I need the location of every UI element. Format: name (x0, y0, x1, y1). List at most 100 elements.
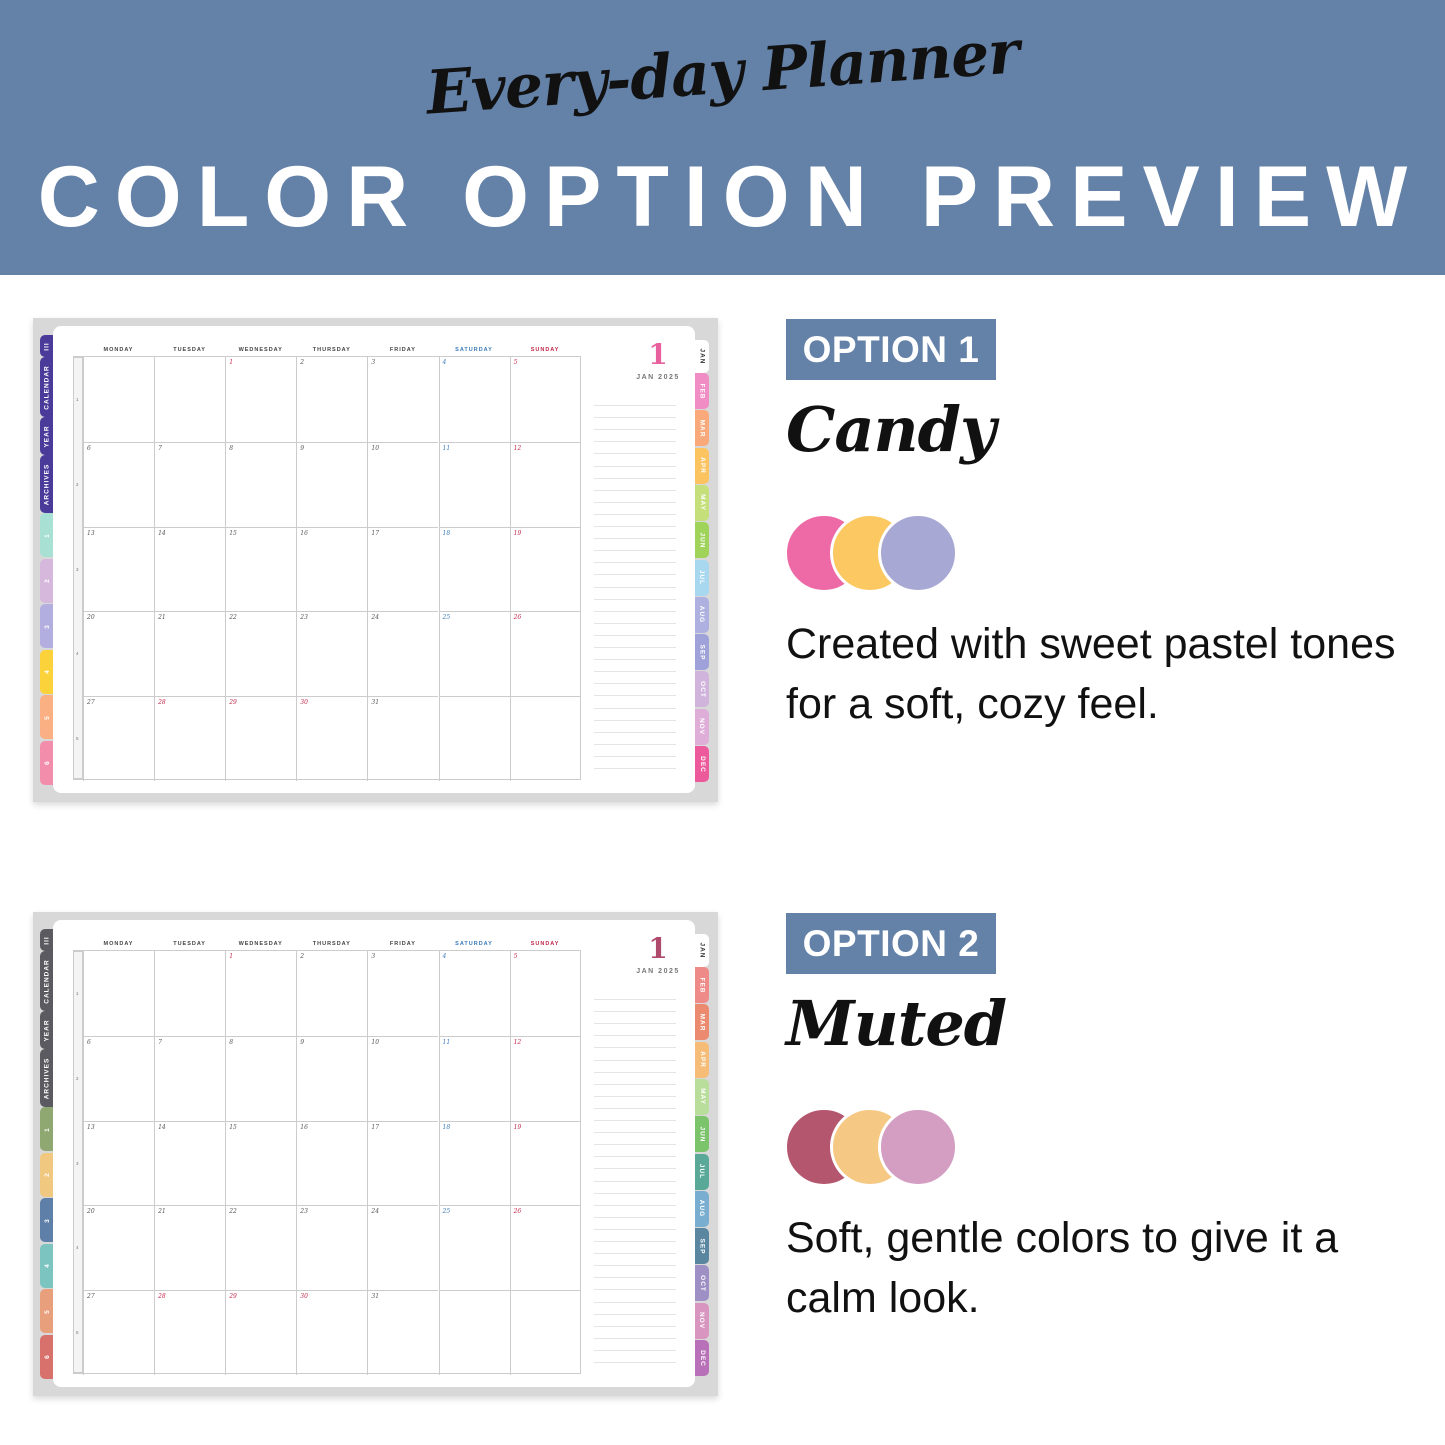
left-tab-2[interactable]: 2 (40, 558, 54, 603)
month-tab-apr[interactable]: APR (695, 447, 709, 484)
day-cell[interactable]: 9 (296, 441, 368, 527)
day-cell[interactable]: 3 (367, 951, 438, 1036)
left-tab-1[interactable]: 1 (40, 513, 54, 557)
day-cell[interactable] (509, 1290, 581, 1375)
day-cell[interactable]: 19 (509, 526, 581, 612)
day-cell[interactable] (83, 951, 154, 1036)
month-tab-jan[interactable]: JAN (695, 340, 709, 373)
day-cell[interactable]: 2 (296, 357, 367, 442)
left-tab-6[interactable]: 6 (40, 740, 54, 785)
day-cell[interactable]: 4 (438, 357, 510, 442)
day-cell[interactable]: 29 (225, 1290, 297, 1375)
day-cell[interactable]: 17 (367, 526, 439, 612)
day-cell[interactable]: 19 (509, 1120, 581, 1206)
day-cell[interactable]: 18 (438, 1120, 510, 1206)
day-cell[interactable]: 26 (509, 611, 581, 697)
month-tab-jan[interactable]: JAN (695, 934, 709, 967)
day-cell[interactable]: 1 (225, 357, 296, 442)
day-cell[interactable] (438, 1290, 510, 1375)
day-cell[interactable]: 27 (83, 1290, 155, 1375)
day-cell[interactable]: 23 (296, 1205, 368, 1291)
day-cell[interactable]: 9 (296, 1035, 368, 1121)
day-cell[interactable]: 31 (367, 1290, 439, 1375)
day-cell[interactable]: 13 (83, 526, 155, 612)
day-cell[interactable]: 3 (367, 357, 438, 442)
day-cell[interactable]: 10 (367, 1035, 439, 1121)
day-cell[interactable]: 25 (438, 1205, 510, 1291)
day-cell[interactable]: 13 (83, 1120, 155, 1206)
day-cell[interactable]: 14 (154, 1120, 226, 1206)
day-cell[interactable]: 12 (509, 1035, 581, 1121)
day-cell[interactable]: 20 (83, 1205, 155, 1291)
month-tab-feb[interactable]: FEB (695, 967, 709, 1003)
day-cell[interactable]: 23 (296, 611, 368, 697)
day-cell[interactable]: 5 (509, 951, 581, 1036)
day-cell[interactable]: 28 (154, 1290, 226, 1375)
month-tab-feb[interactable]: FEB (695, 373, 709, 409)
month-tab-jun[interactable]: JUN (695, 1116, 709, 1153)
day-cell[interactable]: 28 (154, 696, 226, 781)
month-tab-dec[interactable]: DEC (695, 1340, 709, 1376)
day-cell[interactable]: 27 (83, 696, 155, 781)
left-tab-3[interactable]: 3 (40, 1198, 54, 1242)
day-cell[interactable]: 15 (225, 526, 297, 612)
left-tab-iii[interactable]: III (40, 335, 54, 357)
day-cell[interactable] (83, 357, 154, 442)
left-tab-1[interactable]: 1 (40, 1107, 54, 1151)
month-tab-jul[interactable]: JUL (695, 1153, 709, 1190)
month-tab-jul[interactable]: JUL (695, 559, 709, 596)
left-tab-year[interactable]: YEAR (40, 1011, 54, 1049)
day-cell[interactable]: 21 (154, 611, 226, 697)
month-tab-sep[interactable]: SEP (695, 634, 709, 671)
day-cell[interactable]: 7 (154, 1035, 226, 1121)
day-cell[interactable]: 1 (225, 951, 296, 1036)
month-tab-oct[interactable]: OCT (695, 1265, 709, 1302)
day-cell[interactable]: 6 (83, 441, 155, 527)
day-cell[interactable]: 11 (438, 441, 510, 527)
day-cell[interactable]: 25 (438, 611, 510, 697)
day-cell[interactable]: 29 (225, 696, 297, 781)
day-cell[interactable]: 17 (367, 1120, 439, 1206)
day-cell[interactable]: 18 (438, 526, 510, 612)
day-cell[interactable]: 21 (154, 1205, 226, 1291)
day-cell[interactable]: 16 (296, 1120, 368, 1206)
day-cell[interactable]: 24 (367, 611, 439, 697)
left-tab-archives[interactable]: ARCHIVES (40, 1049, 54, 1107)
day-cell[interactable]: 30 (296, 696, 368, 781)
left-tab-calendar[interactable]: CALENDAR (40, 357, 54, 417)
day-cell[interactable]: 12 (509, 441, 581, 527)
day-cell[interactable] (154, 357, 225, 442)
left-tab-5[interactable]: 5 (40, 1289, 54, 1333)
left-tab-5[interactable]: 5 (40, 695, 54, 739)
day-cell[interactable]: 30 (296, 1290, 368, 1375)
left-tab-6[interactable]: 6 (40, 1334, 54, 1379)
day-cell[interactable]: 15 (225, 1120, 297, 1206)
month-tab-may[interactable]: MAY (695, 1078, 709, 1115)
day-cell[interactable] (438, 696, 510, 781)
day-cell[interactable] (154, 951, 225, 1036)
day-cell[interactable]: 2 (296, 951, 367, 1036)
month-tab-dec[interactable]: DEC (695, 746, 709, 782)
left-tab-4[interactable]: 4 (40, 1243, 54, 1288)
day-cell[interactable]: 8 (225, 441, 297, 527)
left-tab-4[interactable]: 4 (40, 649, 54, 694)
day-cell[interactable]: 24 (367, 1205, 439, 1291)
day-cell[interactable]: 5 (509, 357, 581, 442)
month-tab-aug[interactable]: AUG (695, 596, 709, 633)
day-cell[interactable]: 31 (367, 696, 439, 781)
left-tab-year[interactable]: YEAR (40, 417, 54, 455)
month-tab-mar[interactable]: MAR (695, 1004, 709, 1041)
day-cell[interactable]: 26 (509, 1205, 581, 1291)
day-cell[interactable]: 7 (154, 441, 226, 527)
day-cell[interactable]: 11 (438, 1035, 510, 1121)
month-tab-may[interactable]: MAY (695, 484, 709, 521)
left-tab-archives[interactable]: ARCHIVES (40, 455, 54, 513)
day-cell[interactable] (509, 696, 581, 781)
left-tab-iii[interactable]: III (40, 929, 54, 951)
month-tab-sep[interactable]: SEP (695, 1228, 709, 1265)
month-tab-nov[interactable]: NOV (695, 708, 709, 745)
day-cell[interactable]: 4 (438, 951, 510, 1036)
month-tab-mar[interactable]: MAR (695, 410, 709, 447)
month-tab-apr[interactable]: APR (695, 1041, 709, 1078)
day-cell[interactable]: 22 (225, 611, 297, 697)
